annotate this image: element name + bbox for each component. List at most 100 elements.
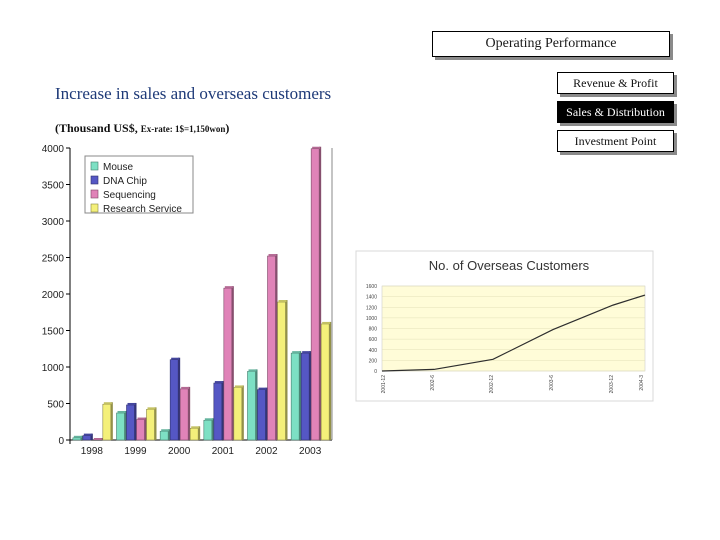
bar (179, 388, 189, 441)
bar-top (268, 254, 277, 257)
bar (126, 404, 135, 441)
unit-close: ) (225, 121, 230, 135)
bar (82, 435, 92, 441)
bar (136, 419, 145, 441)
bar-legend: Mouse DNA Chip Sequencing Research Service (84, 155, 194, 215)
bar-top (322, 321, 331, 324)
bar-side (134, 402, 137, 440)
bar-x-tick-label: 2000 (168, 446, 191, 457)
bar-top (292, 351, 301, 354)
bar (213, 382, 223, 441)
bar-top (147, 407, 156, 410)
bar-side (231, 286, 234, 440)
bar-side (154, 407, 157, 440)
bar-y-tick-label: 1500 (42, 327, 65, 338)
bar-top (224, 286, 233, 289)
bar-side (80, 435, 83, 440)
bar-top (258, 387, 267, 390)
bar (203, 419, 213, 441)
bar-y-tick-label: 2500 (42, 254, 65, 265)
bar-top (171, 357, 180, 360)
bar-top (214, 381, 223, 384)
bar-top (234, 385, 243, 388)
bar-x-tick-label: 1999 (124, 446, 147, 457)
bar-x-tick-label: 2001 (212, 446, 235, 457)
bar-x-tick-label: 2002 (255, 446, 278, 457)
bar-top (181, 386, 190, 389)
legend-label: Sequencing (103, 190, 156, 201)
bar-y-tick-label: 500 (47, 400, 64, 411)
bar-top (127, 402, 136, 405)
bar-side (178, 357, 181, 440)
bar-side (275, 254, 278, 440)
bar-legend-box (84, 155, 194, 214)
bar-y-tick-label: 2000 (42, 290, 65, 301)
page-headline: Increase in sales and overseas customers (55, 84, 332, 103)
bar-top (103, 402, 112, 405)
legend-swatch (90, 189, 99, 199)
bar-top (137, 417, 146, 420)
bar-top (73, 435, 82, 438)
bar (169, 359, 179, 441)
bar-top (248, 369, 257, 372)
bar-side (265, 387, 268, 440)
bar-top (93, 438, 102, 440)
bar (300, 352, 310, 441)
bar-top (161, 429, 170, 432)
bar (290, 352, 300, 441)
bar-side (319, 146, 322, 441)
bar (146, 409, 155, 441)
bar-side (241, 385, 244, 440)
bar (320, 323, 330, 441)
bar-x-tick-label: 2003 (299, 446, 322, 457)
unit-rate: Ex-rate: 1$=1,150won (140, 124, 226, 134)
bar-y-tick-label: 4000 (42, 144, 65, 155)
bar-top (302, 351, 311, 354)
bar-top (204, 418, 213, 421)
bar-y-tick-label: 3000 (42, 217, 65, 228)
nav-sales-distribution-button[interactable]: Sales & Distribution (557, 101, 674, 123)
bar-top (117, 410, 126, 413)
bar (247, 371, 256, 441)
legend-label: Mouse (103, 162, 133, 173)
bar (159, 430, 169, 441)
bar-side (329, 321, 332, 440)
bar-x-tick-label: 1998 (81, 446, 104, 457)
bar-side (144, 417, 147, 440)
bar (72, 437, 82, 441)
bar (116, 412, 125, 441)
bar (102, 403, 112, 441)
bar-side (198, 426, 201, 440)
bar (257, 389, 266, 441)
bar-y-tick-label: 1000 (42, 363, 65, 374)
unit-main: (Thousand US$, (55, 121, 141, 135)
legend-swatch (90, 161, 99, 171)
legend-swatch (90, 175, 99, 185)
bar (223, 287, 233, 441)
unit-note: (Thousand US$, Ex-rate: 1$=1,150won) (55, 121, 229, 136)
bar-side (285, 300, 288, 440)
bar-top (278, 300, 287, 303)
legend-label: DNA Chip (103, 176, 147, 187)
nav-investment-point-button[interactable]: Investment Point (557, 130, 674, 152)
bar-side (221, 381, 224, 440)
bar-side (309, 351, 312, 440)
bar-side (124, 410, 127, 440)
bar (233, 387, 243, 441)
bar-side (110, 402, 113, 440)
bar-side (255, 369, 258, 440)
bar (189, 428, 199, 441)
bar-side (299, 351, 302, 440)
bar (267, 255, 276, 441)
bar-side (90, 433, 93, 440)
bar-side (211, 418, 214, 440)
bar-y-tick-label: 0 (58, 436, 64, 447)
nav-revenue-profit-button[interactable]: Revenue & Profit (557, 72, 674, 94)
legend-label: Research Service (103, 204, 182, 215)
bar-side (188, 386, 191, 440)
bar (310, 148, 320, 441)
bar-top (312, 146, 321, 149)
bar-y-tick-label: 3500 (42, 181, 65, 192)
bar-top (191, 426, 200, 429)
